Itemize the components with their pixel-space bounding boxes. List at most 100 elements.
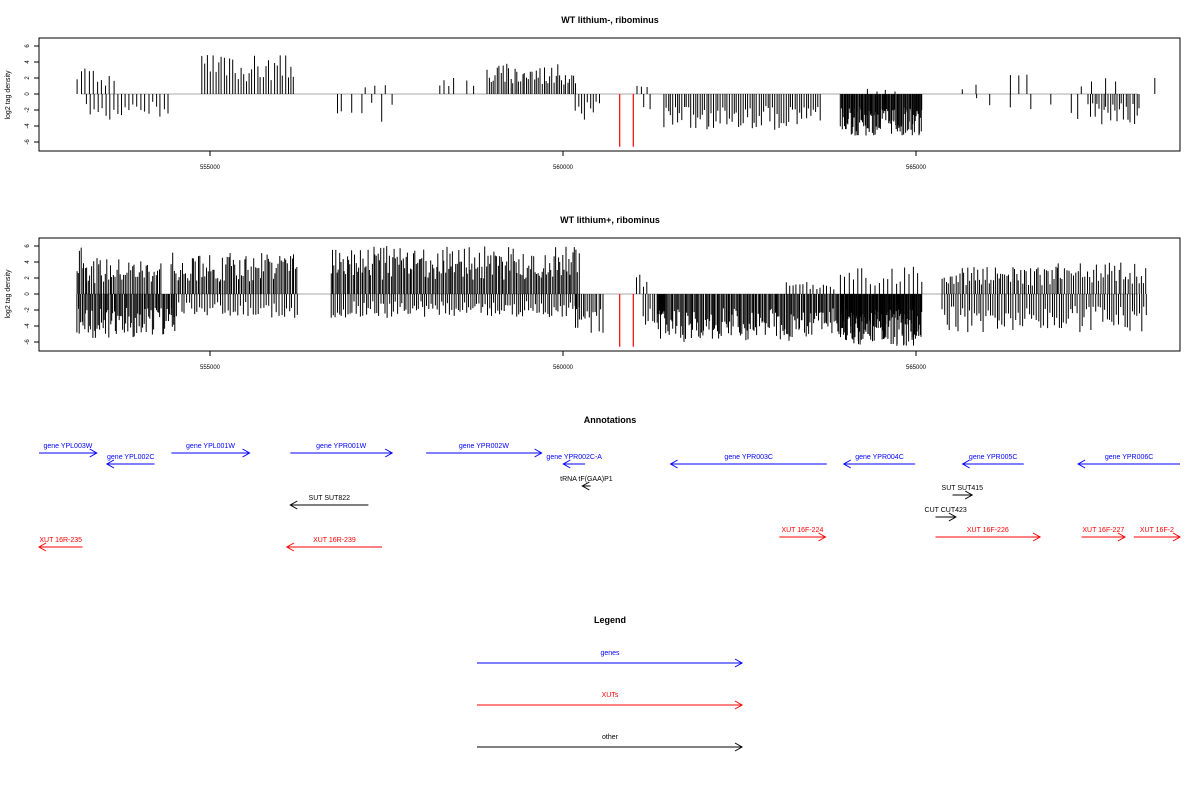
arrow-left-icon	[285, 542, 295, 552]
arrow-left-icon	[669, 459, 678, 469]
arrow-left-icon	[1077, 459, 1086, 469]
arrow-left-icon	[842, 459, 852, 469]
feature-label: gene YPR005C	[969, 454, 1018, 461]
feature-label: tRNA tF(GAA)P1	[560, 476, 613, 483]
x-tick-label: 565000	[906, 165, 927, 171]
feature-label: gene YPR001W	[316, 443, 366, 450]
feature-xuts: XUT 16F-2	[1133, 527, 1182, 542]
arrow-right-icon	[818, 532, 827, 542]
legend-label: other	[602, 734, 619, 741]
legend-title: Legend	[594, 615, 626, 625]
feature-genes: gene YPR002W	[426, 443, 543, 458]
feature-xuts: XUT 16F-226	[935, 527, 1042, 542]
feature-genes: gene YPR003C	[669, 454, 827, 469]
arrow-right-icon	[242, 448, 251, 458]
arrow-right-icon	[384, 448, 394, 458]
feature-genes: gene YPL002C	[105, 454, 155, 469]
arrow-right-icon	[534, 448, 543, 458]
panel-title: WT lithium+, ribominus	[560, 215, 660, 225]
y-tick-label: 0	[25, 92, 31, 96]
y-tick-label: 0	[25, 292, 31, 296]
feature-genes: gene YPL001W	[171, 443, 251, 458]
x-axis: 555000 560000 565000	[200, 351, 927, 371]
arrow-left-icon	[581, 481, 590, 491]
arrow-left-icon	[37, 542, 47, 552]
y-axis: -6 -4 -2 0 2 4 6	[25, 244, 40, 345]
y-axis: -6 -4 -2 0 2 4 6	[25, 44, 40, 145]
y-tick-label: -6	[25, 139, 31, 145]
feature-label: XUT 16F-224	[781, 527, 823, 534]
x-tick-label: 555000	[200, 165, 221, 171]
y-axis-label: log2 tag density	[5, 269, 12, 319]
arrow-right-icon	[1032, 532, 1042, 542]
arrow-right-icon	[964, 490, 974, 500]
track-panel-lithium-minus: WT lithium-, ribominus log2 tag density …	[5, 15, 1181, 171]
legend-item-other: other	[477, 734, 744, 752]
y-tick-label: 4	[25, 60, 31, 64]
x-tick-label: 565000	[906, 365, 927, 371]
y-tick-label: -4	[25, 323, 31, 329]
arrow-right-icon	[89, 448, 98, 458]
y-tick-group: -6 -4 -2 0 2 4 6	[25, 244, 39, 345]
feature-label: gene YPR004C	[855, 454, 904, 461]
feature-genes: gene YPR002C-A	[546, 454, 602, 469]
y-axis-label: log2 tag density	[5, 70, 12, 120]
bars-layer	[76, 55, 1156, 136]
y-tick-label: -2	[25, 307, 31, 313]
feature-genes: gene YPR006C	[1077, 454, 1180, 469]
y-tick-label: 6	[25, 244, 31, 248]
arrow-left-icon	[961, 459, 970, 469]
feature-label: gene YPL003W	[43, 443, 92, 450]
arrow-left-icon	[562, 459, 571, 469]
feature-label: SUT SUT415	[942, 485, 984, 492]
feature-other: SUT SUT415	[942, 485, 984, 500]
feature-genes: gene YPR001W	[290, 443, 394, 458]
x-tick-label: 560000	[553, 165, 574, 171]
arrow-left-icon	[105, 459, 115, 469]
arrow-right-icon	[948, 512, 957, 522]
red-markers	[619, 294, 634, 347]
x-tick-label: 560000	[553, 365, 574, 371]
y-tick-label: 4	[25, 260, 31, 264]
y-tick-label: 6	[25, 44, 31, 48]
annotations-title: Annotations	[584, 415, 637, 425]
arrow-left-icon	[289, 500, 298, 510]
legend-item-xuts: XUTs	[477, 692, 744, 710]
y-tick-label: -4	[25, 123, 31, 129]
arrow-right-icon	[734, 700, 744, 710]
legend-label: XUTs	[602, 692, 619, 699]
legend-item-genes: genes	[477, 650, 744, 668]
feature-label: gene YPR002C-A	[546, 454, 602, 461]
panel-title: WT lithium-, ribominus	[561, 15, 659, 25]
track-panel-lithium-plus: WT lithium+, ribominus log2 tag density …	[5, 215, 1181, 371]
feature-label: gene YPL002C	[107, 454, 154, 461]
feature-label: XUT 16F-2	[1140, 527, 1174, 534]
arrow-right-icon	[1117, 532, 1126, 542]
feature-xuts: XUT 16R-239	[285, 537, 382, 552]
y-tick-group: -6 -4 -2 0 2 4 6	[25, 44, 39, 145]
feature-xuts: XUT 16F-227	[1081, 527, 1126, 542]
feature-label: gene YPR003C	[724, 454, 773, 461]
feature-label: XUT 16R-239	[313, 537, 356, 544]
y-tick-label: -2	[25, 107, 31, 113]
feature-label: XUT 16F-227	[1082, 527, 1124, 534]
feature-label: gene YPR006C	[1105, 454, 1154, 461]
x-axis: 555000 560000 565000	[200, 151, 927, 171]
feature-label: SUT SUT822	[309, 495, 351, 502]
arrow-right-icon	[734, 658, 744, 668]
legend-items: genes XUTs other	[477, 650, 744, 752]
feature-label: gene YPL001W	[186, 443, 235, 450]
red-markers	[619, 94, 634, 147]
feature-other: tRNA tF(GAA)P1	[560, 476, 613, 491]
y-tick-label: -6	[25, 339, 31, 345]
arrow-right-icon	[1172, 532, 1182, 542]
feature-label: XUT 16R-235	[39, 537, 82, 544]
feature-other: CUT CUT423	[925, 507, 967, 522]
feature-genes: gene YPL003W	[39, 443, 98, 458]
y-tick-label: 2	[25, 76, 31, 80]
feature-label: gene YPR002W	[459, 443, 509, 450]
x-tick-label: 555000	[200, 365, 221, 371]
feature-label: CUT CUT423	[925, 507, 967, 514]
feature-label: XUT 16F-226	[967, 527, 1009, 534]
